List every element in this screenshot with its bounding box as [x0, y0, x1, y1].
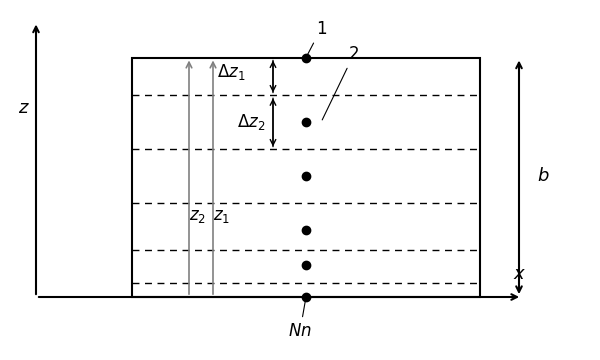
Text: $x$: $x$ — [513, 265, 526, 283]
Text: $z_2$: $z_2$ — [190, 207, 206, 225]
Text: $\Delta z_1$: $\Delta z_1$ — [217, 62, 245, 82]
Text: 1: 1 — [307, 20, 326, 55]
Text: $z$: $z$ — [18, 99, 30, 117]
Text: 2: 2 — [322, 45, 359, 120]
Text: $\Delta z_2$: $\Delta z_2$ — [237, 112, 265, 132]
Text: $Nn$: $Nn$ — [288, 300, 312, 340]
Text: $b$: $b$ — [537, 167, 550, 185]
Bar — [132, 58, 480, 297]
Text: $z_1$: $z_1$ — [214, 207, 230, 225]
